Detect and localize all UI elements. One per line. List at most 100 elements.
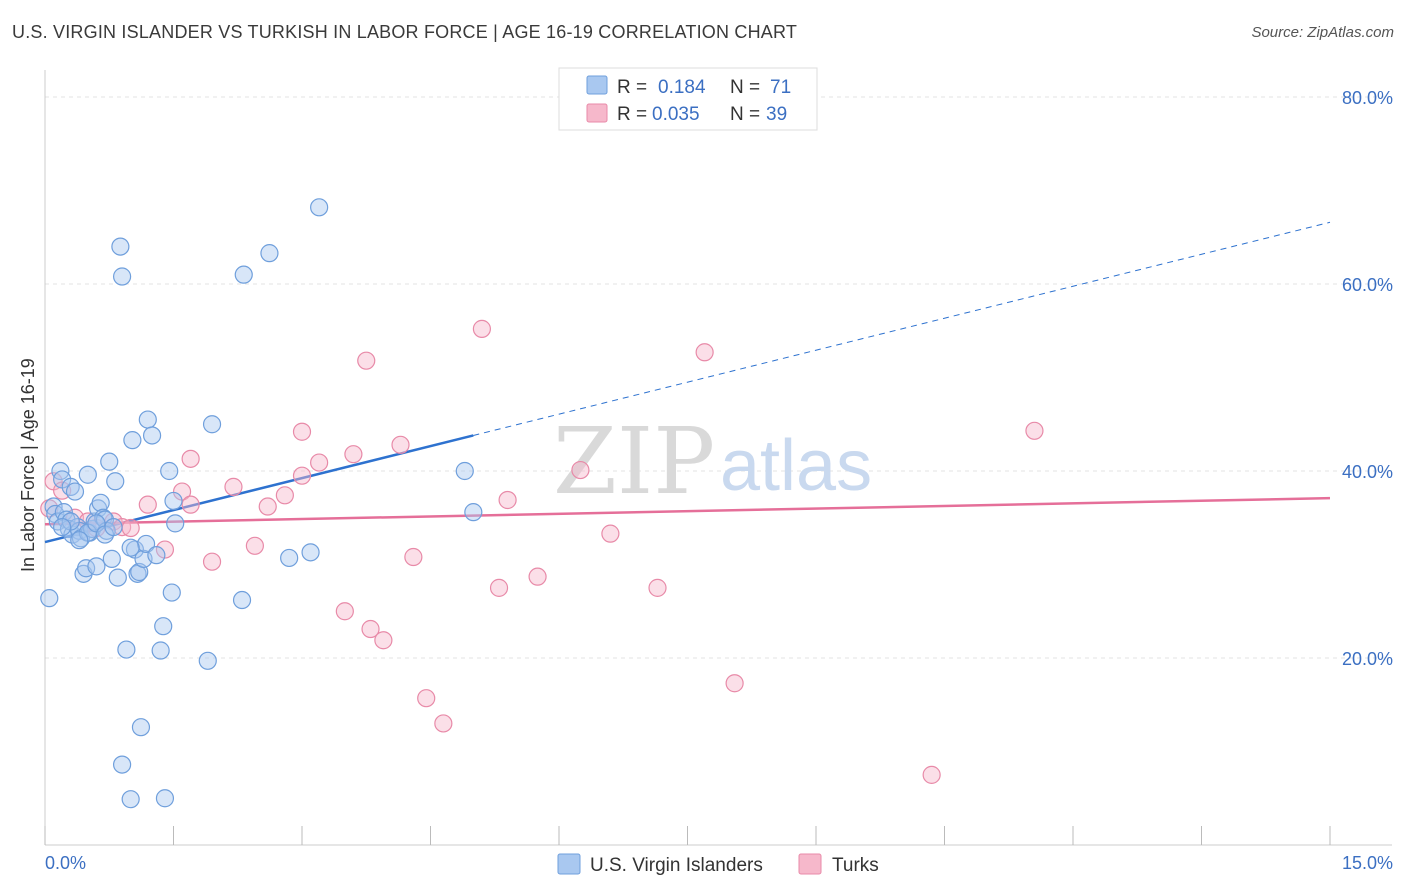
point-virgin-islanders-61 [455,461,474,481]
legend-r-value-0: 0.184 [658,77,706,98]
point-virgin-islanders-28 [102,549,121,568]
series-turks-points [40,104,1044,784]
point-turks-24 [357,351,376,370]
point-virgin-islanders-70 [104,517,123,537]
point-turks-28 [404,547,423,567]
point-turks-38 [695,343,714,362]
point-virgin-islanders-27 [100,452,119,471]
y-tick-label-2: 60.0% [1342,275,1393,295]
watermark: ZIP atlas [553,408,872,515]
point-virgin-islanders-40 [131,718,151,737]
point-turks-36 [601,524,620,543]
point-virgin-islanders-34 [117,640,136,659]
point-virgin-islanders-53 [198,651,217,670]
point-virgin-islanders-51 [164,491,183,511]
series-virgin-islanders-points [40,198,483,809]
y-tick-labels: 20.0% 40.0% 60.0% 80.0% [1342,88,1393,669]
point-virgin-islanders-60 [310,198,329,217]
point-virgin-islanders-55 [232,590,252,610]
point-virgin-islanders-11 [65,482,85,501]
point-virgin-islanders-48 [155,789,175,808]
y-tick-label-0: 20.0% [1342,649,1393,669]
point-virgin-islanders-58 [280,548,299,568]
trend-line-virgin-islanders-dashed [473,221,1331,436]
point-virgin-islanders-0 [40,589,59,608]
point-virgin-islanders-42 [136,534,156,554]
point-turks-32 [489,578,509,597]
point-virgin-islanders-21 [87,557,106,576]
point-turks-20 [292,466,312,485]
legend-r-label-0: R = [617,77,647,98]
point-turks-18 [275,486,294,505]
point-turks-17 [258,497,277,516]
y-tick-label-3: 80.0% [1342,88,1393,108]
point-turks-37 [648,578,667,597]
legend-n-value-1: 39 [766,104,787,125]
point-turks-19 [292,422,312,441]
grid-lines [45,96,1392,659]
legend-swatch-virgin-islanders [586,75,608,95]
point-virgin-islanders-56 [234,265,253,284]
point-virgin-islanders-29 [106,472,125,491]
point-turks-42 [1025,421,1044,440]
y-axis-label: In Labor Force | Age 16-19 [18,358,38,572]
point-turks-13 [181,449,200,468]
point-turks-14 [202,552,222,571]
point-turks-12 [181,495,200,514]
chart-title: U.S. VIRGIN ISLANDER VS TURKISH IN LABOR… [12,22,798,42]
legend: R = 0.184 N = 71 R = 0.035 N = 39 [558,67,818,131]
legend-swatch-turks [586,103,608,123]
point-virgin-islanders-1 [44,497,63,516]
point-turks-22 [335,602,354,621]
axes [44,70,1392,846]
point-turks-34 [528,567,547,586]
bottom-legend-label-turks: Turks [832,855,879,876]
legend-n-label-1: N = [730,104,760,125]
point-virgin-islanders-30 [108,568,127,587]
point-turks-25 [361,619,380,639]
x-tick-label-0: 0.0% [45,853,86,873]
point-virgin-islanders-50 [162,583,181,602]
point-virgin-islanders-62 [464,503,483,522]
y-tick-label-1: 40.0% [1342,462,1393,482]
point-virgin-islanders-59 [301,543,320,562]
bottom-legend: U.S. Virgin Islanders Turks [557,853,879,876]
point-turks-33 [498,490,517,510]
x-tick-labels: 0.0% 15.0% [45,853,1393,873]
point-virgin-islanders-57 [260,244,279,263]
point-virgin-islanders-45 [147,546,166,565]
point-virgin-islanders-17 [78,465,97,484]
point-virgin-islanders-43 [138,410,157,429]
point-virgin-islanders-66 [70,531,89,550]
watermark-atlas-text: atlas [720,426,872,506]
legend-n-value-0: 71 [770,77,791,98]
point-virgin-islanders-47 [154,617,173,636]
point-turks-21 [310,453,329,472]
point-turks-15 [224,477,243,496]
point-virgin-islanders-32 [112,267,132,286]
point-virgin-islanders-31 [111,237,130,256]
point-virgin-islanders-52 [166,514,185,533]
legend-n-label-0: N = [730,77,760,98]
point-virgin-islanders-33 [112,755,132,774]
trend-line-turks [44,496,1331,526]
legend-r-value-1: 0.035 [652,104,700,125]
point-turks-29 [417,689,436,708]
point-virgin-islanders-49 [160,461,179,481]
point-turks-16 [245,536,264,555]
point-virgin-islanders-6 [54,503,73,522]
point-virgin-islanders-36 [123,431,142,450]
bottom-legend-swatch-virgin-islanders [557,853,581,875]
point-virgin-islanders-69 [53,517,72,537]
point-turks-30 [434,714,453,733]
point-turks-8 [121,518,140,538]
point-virgin-islanders-44 [142,426,162,445]
point-turks-41 [922,765,941,784]
point-virgin-islanders-23 [91,493,110,512]
x-tick-label-1: 15.0% [1342,853,1393,873]
point-turks-26 [374,631,393,650]
legend-r-label-1: R = [617,104,647,125]
point-virgin-islanders-54 [202,415,222,434]
point-turks-39 [725,674,744,693]
